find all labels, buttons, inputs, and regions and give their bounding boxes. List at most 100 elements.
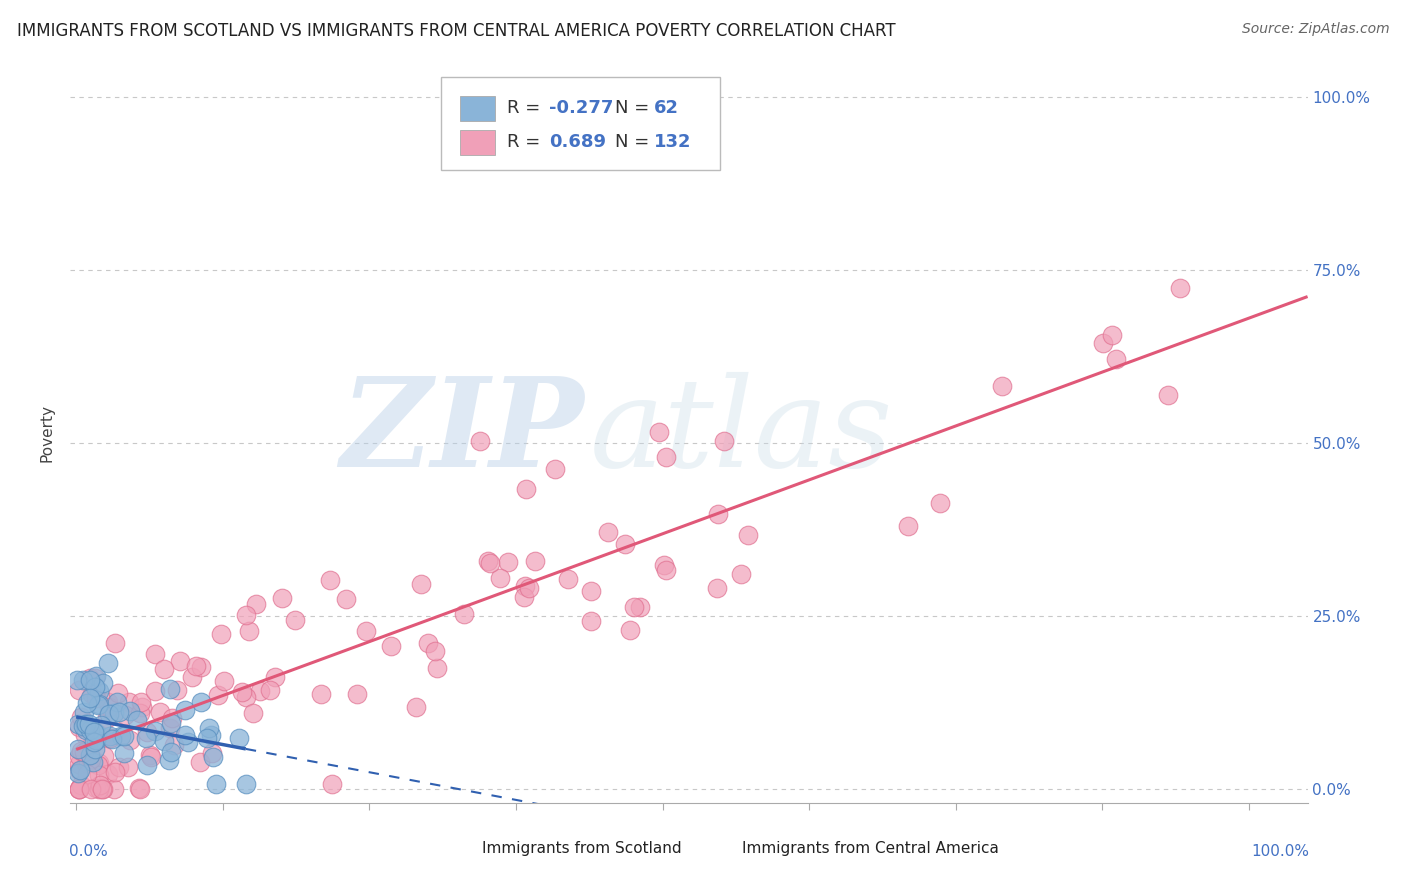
FancyBboxPatch shape (707, 841, 735, 856)
Text: R =: R = (508, 99, 546, 118)
Point (159, 681, 181, 696)
Point (100, 731, 122, 746)
Point (713, 434, 735, 449)
Point (515, 482, 537, 496)
Point (103, 706, 125, 720)
Point (284, 614, 307, 628)
Text: N =: N = (614, 99, 655, 118)
FancyBboxPatch shape (441, 78, 720, 169)
Point (67, 781, 90, 796)
Point (159, 721, 181, 735)
Point (76, 766, 98, 780)
Point (83, 723, 105, 738)
Point (648, 425, 671, 439)
Point (238, 624, 260, 639)
Point (1105, 351, 1128, 366)
Point (112, 746, 135, 760)
Point (84, 780, 107, 795)
Point (159, 716, 181, 731)
Point (319, 573, 342, 587)
Point (596, 525, 619, 540)
Point (143, 723, 166, 738)
Point (86, 726, 108, 740)
Point (75, 716, 97, 731)
Point (706, 582, 728, 596)
Point (166, 682, 188, 697)
Point (69, 763, 91, 777)
Point (628, 600, 651, 615)
Point (77, 756, 100, 770)
Point (108, 759, 131, 773)
Point (89, 697, 111, 711)
Point (66, 673, 89, 687)
Point (557, 572, 579, 586)
Text: 62: 62 (654, 99, 679, 118)
Text: 0.0%: 0.0% (69, 844, 108, 858)
Point (67, 742, 90, 756)
FancyBboxPatch shape (460, 130, 495, 155)
Point (136, 725, 159, 739)
Point (67, 749, 90, 764)
Point (426, 661, 449, 675)
Point (321, 777, 343, 791)
Point (249, 684, 271, 698)
Point (75, 728, 97, 742)
Point (174, 703, 197, 717)
Point (188, 755, 211, 769)
Point (496, 555, 519, 569)
Point (264, 670, 287, 684)
Y-axis label: Poverty: Poverty (39, 403, 55, 462)
Point (97, 656, 120, 670)
Point (107, 686, 129, 700)
Point (478, 556, 501, 570)
Point (380, 639, 402, 653)
Text: IMMIGRANTS FROM SCOTLAND VS IMMIGRANTS FROM CENTRAL AMERICA POVERTY CORRELATION : IMMIGRANTS FROM SCOTLAND VS IMMIGRANTS F… (17, 22, 896, 40)
Point (228, 731, 250, 746)
Text: ZIP: ZIP (340, 372, 583, 493)
Point (579, 614, 602, 628)
Point (235, 777, 257, 791)
Point (67, 781, 90, 796)
Point (83, 741, 105, 756)
Point (152, 662, 174, 676)
Point (128, 780, 150, 795)
Point (87, 767, 110, 781)
Point (87, 683, 110, 698)
Point (489, 571, 512, 585)
Point (67, 781, 90, 796)
Point (75, 756, 97, 770)
Point (104, 764, 127, 779)
Point (108, 705, 131, 719)
Point (149, 706, 172, 720)
Point (128, 781, 150, 796)
Point (87, 698, 110, 713)
Point (619, 623, 641, 637)
FancyBboxPatch shape (460, 95, 495, 121)
Point (991, 379, 1014, 393)
Point (67, 763, 90, 777)
Point (209, 627, 232, 641)
Point (655, 563, 678, 577)
Point (190, 659, 212, 673)
Point (96, 711, 118, 725)
Point (79, 671, 101, 685)
Point (83, 671, 105, 685)
Point (70, 744, 93, 758)
Point (163, 738, 186, 752)
Point (98, 731, 121, 746)
Point (72, 719, 94, 733)
Text: 0.689: 0.689 (550, 134, 606, 152)
Point (928, 496, 950, 510)
Point (212, 673, 235, 688)
Point (97, 700, 120, 714)
Point (160, 745, 183, 759)
Point (84, 732, 107, 747)
Point (125, 713, 148, 727)
Point (87, 758, 110, 772)
Point (737, 528, 759, 542)
Point (79, 691, 101, 706)
Point (309, 687, 332, 701)
Point (655, 450, 678, 465)
Point (468, 434, 491, 449)
Point (83, 734, 105, 748)
